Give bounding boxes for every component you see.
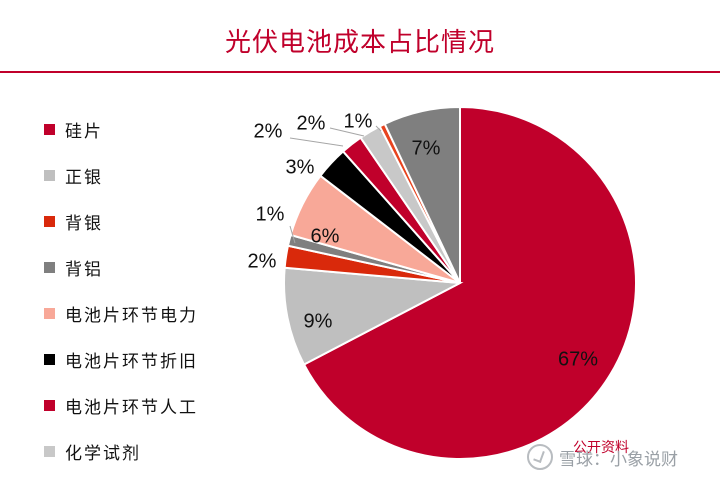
- legend-label: 电池片环节人工: [65, 397, 198, 418]
- slice-label: 2%: [297, 112, 326, 134]
- snowball-logo-icon: [527, 444, 553, 470]
- legend-label: 化学试剂: [65, 443, 141, 464]
- legend-item: 背铝: [44, 244, 198, 290]
- legend-label: 正银: [65, 167, 103, 188]
- leader-line: [375, 125, 382, 132]
- watermark: 雪球：小象说财: [527, 444, 678, 470]
- legend-item: 化学试剂: [44, 428, 198, 474]
- legend-item: 电池片环节人工: [44, 382, 198, 428]
- source-note: 公开资料: [573, 440, 629, 456]
- legend-swatch: [44, 399, 55, 411]
- legend-label: 硅片: [65, 121, 103, 142]
- slice-label: 67%: [558, 348, 598, 370]
- legend-item: 电池片环节折旧: [44, 336, 198, 382]
- slice-label: 2%: [248, 250, 277, 272]
- pie-slice: [302, 105, 637, 460]
- legend-swatch: [44, 445, 55, 457]
- slice-label: 3%: [286, 156, 315, 178]
- slice-label: 2%: [254, 120, 283, 142]
- legend-swatch: [44, 123, 55, 135]
- legend-item: 电池片环节电力: [44, 290, 198, 336]
- legend-swatch: [44, 169, 55, 181]
- legend-label: 背银: [65, 213, 103, 234]
- slice-label: 1%: [344, 110, 373, 132]
- pie-slice: [383, 105, 461, 284]
- legend-label: 电池片环节折旧: [65, 351, 198, 372]
- pie-slice: [283, 266, 464, 366]
- watermark-text: 雪球：小象说财: [559, 449, 678, 470]
- title-divider: [0, 71, 720, 73]
- legend-swatch: [44, 261, 55, 273]
- legend-label: 电池片环节电力: [65, 305, 198, 326]
- slice-label: 7%: [412, 137, 441, 159]
- slice-label: 1%: [256, 203, 285, 225]
- slice-label: 9%: [304, 310, 333, 332]
- legend-item: 硅片: [44, 106, 198, 152]
- legend: 硅片正银背银背铝电池片环节电力 电池片环节折旧 电池片环节人工 化学试剂: [44, 106, 198, 474]
- legend-item: 背银: [44, 198, 198, 244]
- legend-swatch: [44, 353, 55, 365]
- legend-swatch: [44, 215, 55, 227]
- chart-title: 光伏电池成本占比情况: [224, 28, 495, 58]
- legend-item: 正银: [44, 152, 198, 198]
- leader-line: [289, 225, 296, 244]
- slice-label: 6%: [311, 225, 340, 247]
- leader-line: [329, 127, 365, 137]
- legend-label: 背铝: [65, 259, 103, 280]
- legend-swatch: [44, 307, 55, 319]
- leader-line: [289, 137, 344, 147]
